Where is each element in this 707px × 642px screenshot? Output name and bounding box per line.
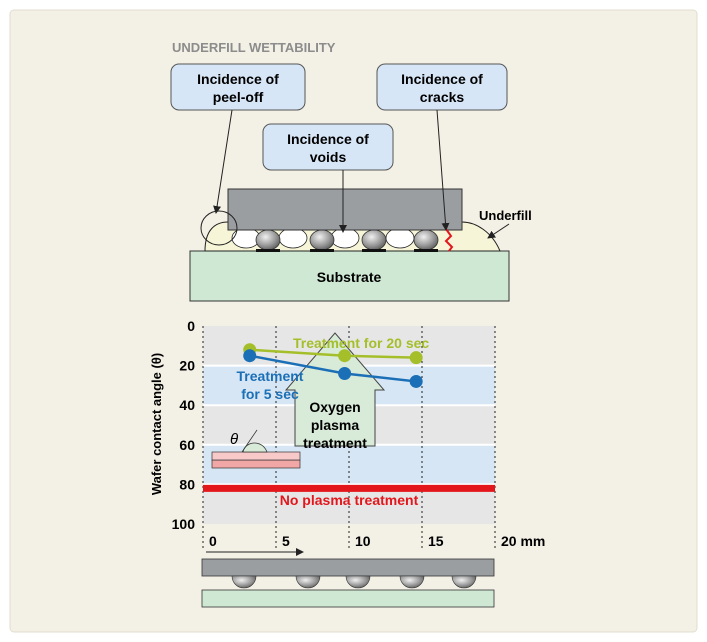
y-tick-labels: 0 20 40 60 80 100 <box>172 318 196 532</box>
x-tick-label: 20 mm <box>501 533 545 549</box>
crack-mark <box>444 228 454 252</box>
callout-cracks-line1: Incidence of <box>401 71 483 87</box>
angle-tangent <box>241 429 258 453</box>
x-tick-labels: 0 5 10 15 20 mm <box>209 533 545 549</box>
chip-die <box>227 188 463 231</box>
series-point <box>338 349 352 363</box>
callout-peel-off-line1: Incidence of <box>197 71 279 87</box>
callout-cracks: Incidence of cracks <box>376 63 508 111</box>
peel-off-arrow <box>213 109 233 214</box>
callout-voids-line1: Incidence of <box>287 131 369 147</box>
series-point <box>243 349 257 363</box>
theta-symbol: θ <box>230 431 238 448</box>
y-tick-label: 60 <box>179 437 195 453</box>
series-point <box>338 367 352 381</box>
x-tick-label: 5 <box>282 533 290 549</box>
oxygen-plasma-arrow <box>284 332 386 447</box>
y-tick-label: 20 <box>179 358 195 374</box>
y-tick-label: 80 <box>179 476 195 492</box>
callout-voids-line2: voids <box>310 149 347 165</box>
series-layer <box>243 343 423 388</box>
underfill-label: Underfill <box>479 208 532 223</box>
x-tick-label: 0 <box>209 533 217 549</box>
background-panel <box>9 9 698 633</box>
series-point <box>409 374 423 388</box>
bottom-substrate <box>201 589 495 608</box>
underfill-arrow <box>487 223 510 239</box>
contact-angle-chart: 0 20 40 60 80 100 0 5 10 15 20 mm Oxygen plasma t… <box>149 318 545 549</box>
y-tick-label: 0 <box>187 318 195 334</box>
bottom-chip <box>201 558 495 577</box>
callout-voids: Incidence of voids <box>262 123 394 171</box>
bottom-package-diagram <box>201 558 495 608</box>
substrate-label: Substrate <box>317 269 382 285</box>
treatment-20-label: Treatment for 20 sec <box>293 335 429 351</box>
callout-cracks-line2: cracks <box>420 89 465 105</box>
y-axis-title: Wafer contact angle (θ) <box>149 353 164 495</box>
substrate-block <box>189 250 510 302</box>
cracks-arrow <box>436 109 450 231</box>
oxygen-label-line2: plasma <box>311 417 359 433</box>
treatment-5-label-line2: for 5 sec <box>241 386 299 402</box>
no-plasma-label: No plasma treatment <box>280 492 419 508</box>
y-tick-label: 40 <box>179 397 195 413</box>
x-tick-label: 15 <box>428 533 444 549</box>
contact-angle-inset: θ <box>211 429 301 469</box>
series-5-sec <box>243 349 423 388</box>
y-tick-label: 100 <box>172 516 196 532</box>
figure-title: UNDERFILL WETTABILITY <box>172 40 336 55</box>
oxygen-label-line3: treatment <box>303 435 367 451</box>
x-tick-label: 10 <box>355 533 371 549</box>
oxygen-label-line1: Oxygen <box>309 399 360 415</box>
callout-peel-off: Incidence of peel-off <box>170 63 306 111</box>
callout-peel-off-line2: peel-off <box>213 89 264 105</box>
series-point <box>409 351 423 365</box>
treatment-5-label-line1: Treatment <box>237 368 304 384</box>
